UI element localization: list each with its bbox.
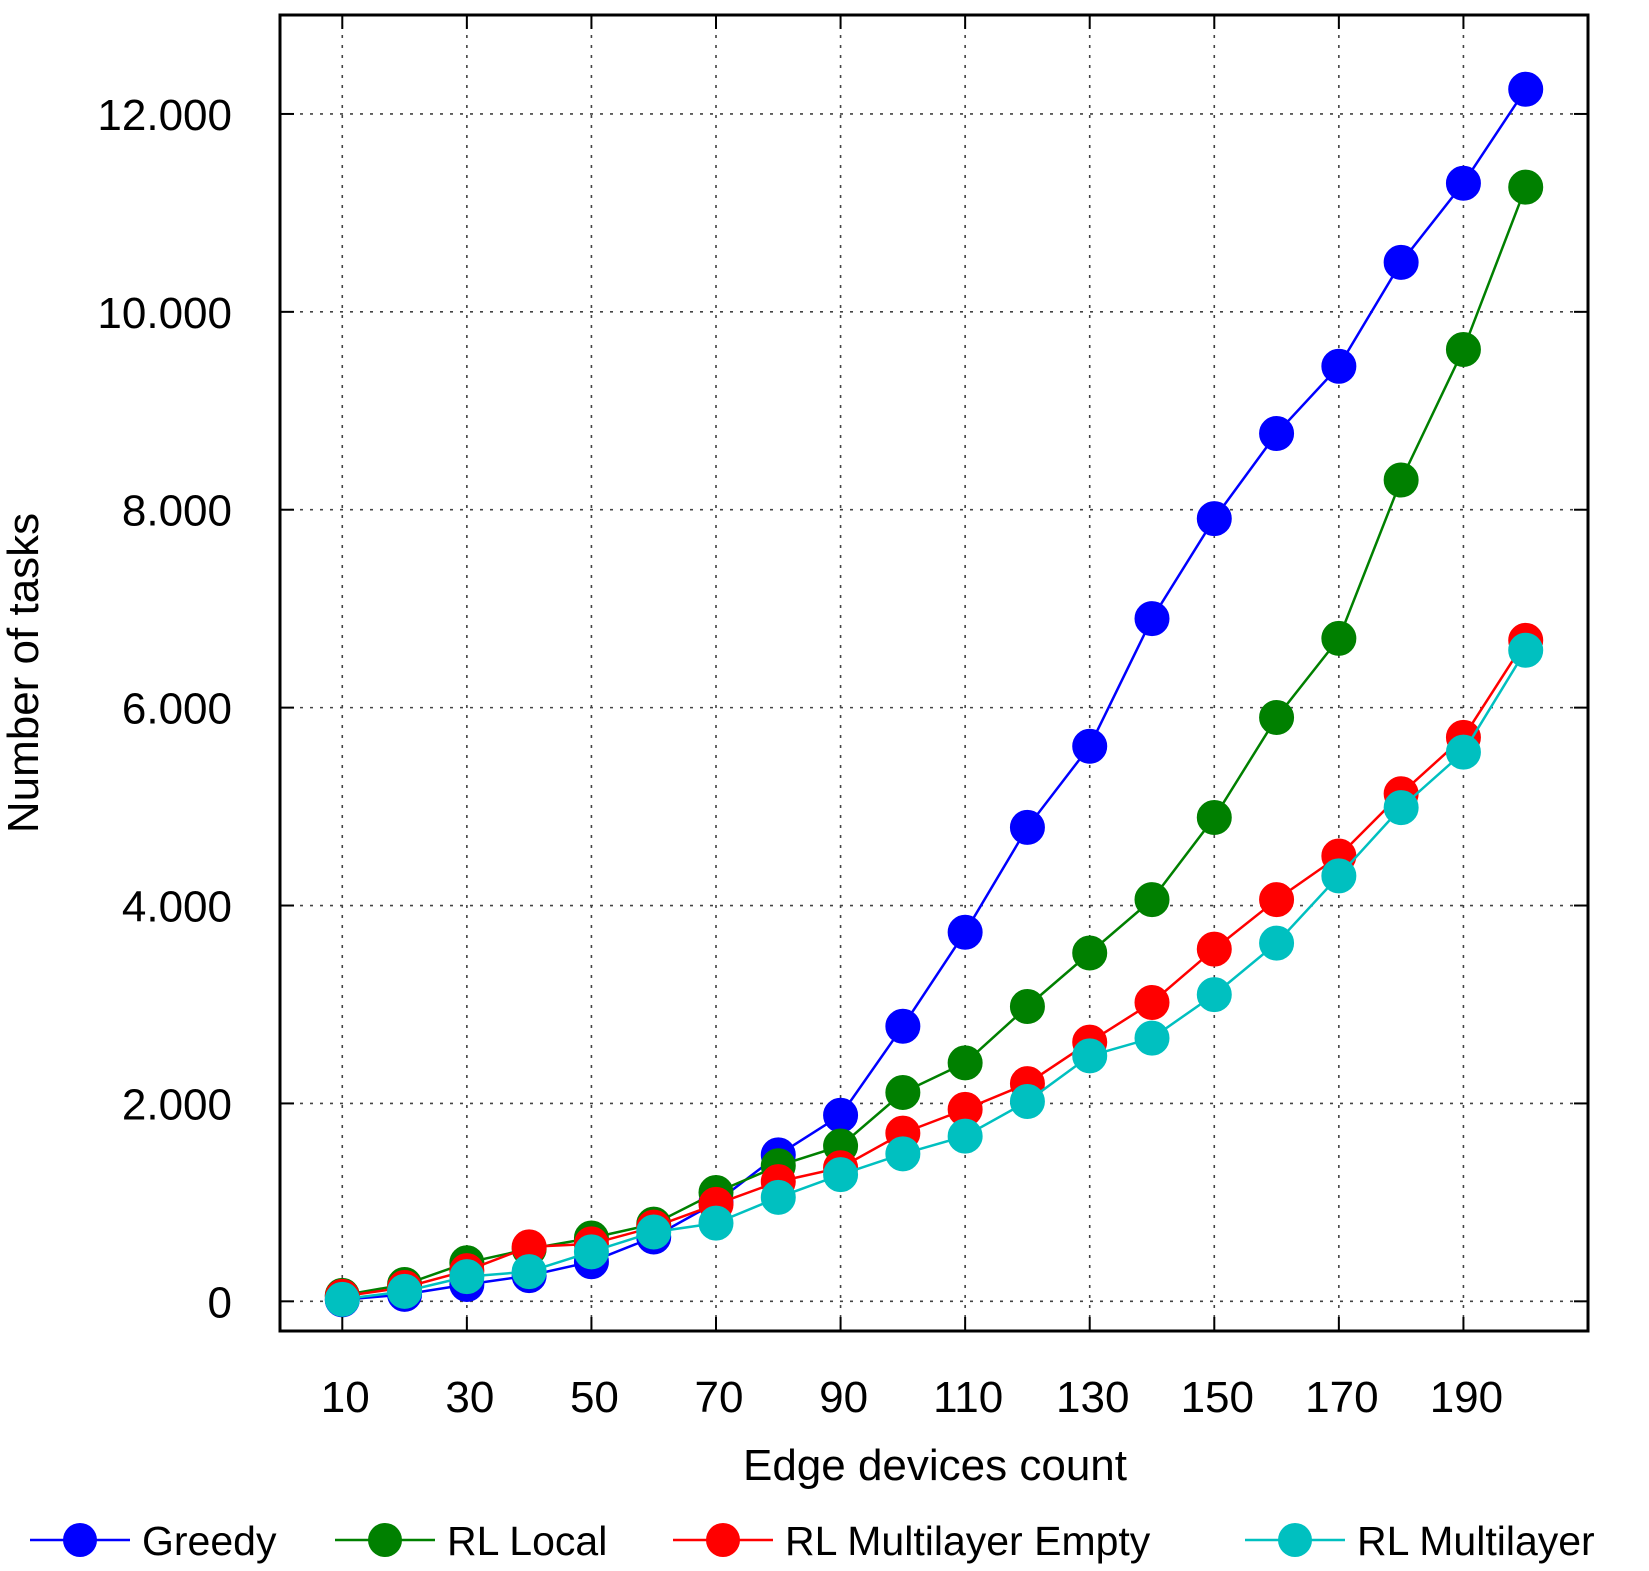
data-point-rl-multilayer <box>449 1259 485 1295</box>
data-point-rl-multilayer <box>636 1214 672 1250</box>
legend-label: Greedy <box>142 1518 277 1564</box>
data-point-rl-multilayer <box>823 1157 859 1193</box>
data-point-rl-local <box>1072 935 1108 971</box>
data-point-greedy <box>1009 809 1045 845</box>
x-tick-label: 190 <box>1430 1373 1503 1422</box>
data-point-rl-multilayer-empty <box>1259 882 1295 918</box>
x-axis-title: Edge devices count <box>743 1441 1127 1490</box>
data-point-rl-multilayer <box>1196 977 1232 1013</box>
data-point-rl-multilayer <box>573 1234 609 1270</box>
data-point-rl-multilayer <box>387 1273 423 1309</box>
data-point-rl-multilayer <box>1134 1020 1170 1056</box>
data-point-greedy <box>1383 244 1419 280</box>
data-point-rl-multilayer <box>947 1118 983 1154</box>
x-tick-label: 110 <box>933 1373 1003 1422</box>
data-point-greedy <box>1196 501 1232 537</box>
y-tick-label: 2.000 <box>122 1080 232 1129</box>
y-tick-label: 4.000 <box>122 883 232 932</box>
legend-item-rl-local: RL Local <box>335 1518 607 1564</box>
legend-item-rl-multilayer-empty: RL Multilayer Empty <box>673 1518 1151 1564</box>
y-tick-label: 8.000 <box>122 487 232 536</box>
data-point-greedy <box>1321 348 1357 384</box>
y-tick-label: 12.000 <box>97 91 232 140</box>
plot-frame <box>278 13 1590 1333</box>
legend-marker <box>368 1523 402 1557</box>
data-point-greedy <box>947 914 983 950</box>
data-point-greedy <box>1508 71 1544 107</box>
x-tick-label: 150 <box>1181 1373 1254 1422</box>
data-point-rl-local <box>1383 462 1419 498</box>
series-rl-multilayer-empty <box>324 622 1544 1314</box>
series-line-rl-multilayer-empty <box>342 639 1527 1298</box>
x-tick-label: 70 <box>695 1373 744 1422</box>
data-point-rl-multilayer-empty <box>1196 931 1232 967</box>
legend-marker <box>63 1523 97 1557</box>
data-point-greedy <box>1072 728 1108 764</box>
data-point-rl-multilayer <box>1508 632 1544 668</box>
data-point-rl-multilayer <box>1072 1038 1108 1074</box>
data-point-greedy <box>1134 601 1170 637</box>
data-point-rl-multilayer <box>760 1179 796 1215</box>
data-point-rl-local <box>1134 882 1170 918</box>
data-point-rl-multilayer <box>1259 925 1295 961</box>
legend-label: RL Multilayer <box>1357 1518 1595 1564</box>
series-line-rl-multilayer <box>342 649 1527 1301</box>
data-point-rl-local <box>1259 700 1295 736</box>
data-point-rl-multilayer <box>1009 1083 1045 1119</box>
data-point-rl-local <box>1321 620 1357 656</box>
series-rl-local <box>324 169 1544 1313</box>
axis-ticks: 10 30 50 70 90 110 130 150 170 190 0 2.000 4.000 6.00… <box>97 15 1588 1422</box>
legend-item-greedy: Greedy <box>30 1518 277 1564</box>
y-tick-label: 10.000 <box>97 289 232 338</box>
legend-marker <box>1278 1523 1312 1557</box>
series-line-greedy <box>342 88 1527 1302</box>
legend-label: RL Local <box>447 1518 607 1564</box>
legend-item-rl-multilayer: RL Multilayer <box>1245 1518 1595 1564</box>
grid-lines <box>280 15 1588 1331</box>
x-tick-label: 10 <box>321 1373 370 1422</box>
data-point-rl-local <box>1196 799 1232 835</box>
data-point-rl-local <box>1508 169 1544 205</box>
x-tick-label: 170 <box>1305 1373 1378 1422</box>
data-point-rl-multilayer <box>1383 790 1419 826</box>
y-tick-label: 0 <box>208 1278 232 1327</box>
data-point-rl-multilayer-empty <box>1134 984 1170 1020</box>
data-point-rl-local <box>947 1045 983 1081</box>
x-tick-label: 130 <box>1056 1373 1129 1422</box>
data-point-rl-local <box>1445 331 1481 367</box>
data-point-greedy <box>1259 416 1295 452</box>
x-tick-label: 30 <box>445 1373 494 1422</box>
series-layer <box>324 71 1544 1318</box>
data-point-rl-multilayer <box>1445 734 1481 770</box>
legend-label: RL Multilayer Empty <box>785 1518 1151 1564</box>
data-point-rl-local <box>885 1075 921 1111</box>
data-point-greedy <box>823 1097 859 1133</box>
series-rl-multilayer <box>324 632 1544 1317</box>
series-greedy <box>324 71 1544 1318</box>
data-point-rl-multilayer <box>885 1136 921 1172</box>
data-point-rl-multilayer <box>698 1205 734 1241</box>
data-point-rl-local <box>1009 988 1045 1024</box>
data-point-rl-multilayer <box>511 1254 547 1290</box>
x-tick-label: 50 <box>570 1373 619 1422</box>
legend-marker <box>706 1523 740 1557</box>
y-axis-title: Number of tasks <box>0 513 48 833</box>
data-point-rl-multilayer <box>324 1281 360 1317</box>
x-tick-label: 90 <box>819 1373 868 1422</box>
y-tick-label: 6.000 <box>122 685 232 734</box>
data-point-greedy <box>885 1008 921 1044</box>
data-point-rl-multilayer <box>1321 858 1357 894</box>
data-point-greedy <box>1445 165 1481 201</box>
legend: Greedy RL Local RL Multilayer Empty RL Mult… <box>30 1518 1595 1564</box>
